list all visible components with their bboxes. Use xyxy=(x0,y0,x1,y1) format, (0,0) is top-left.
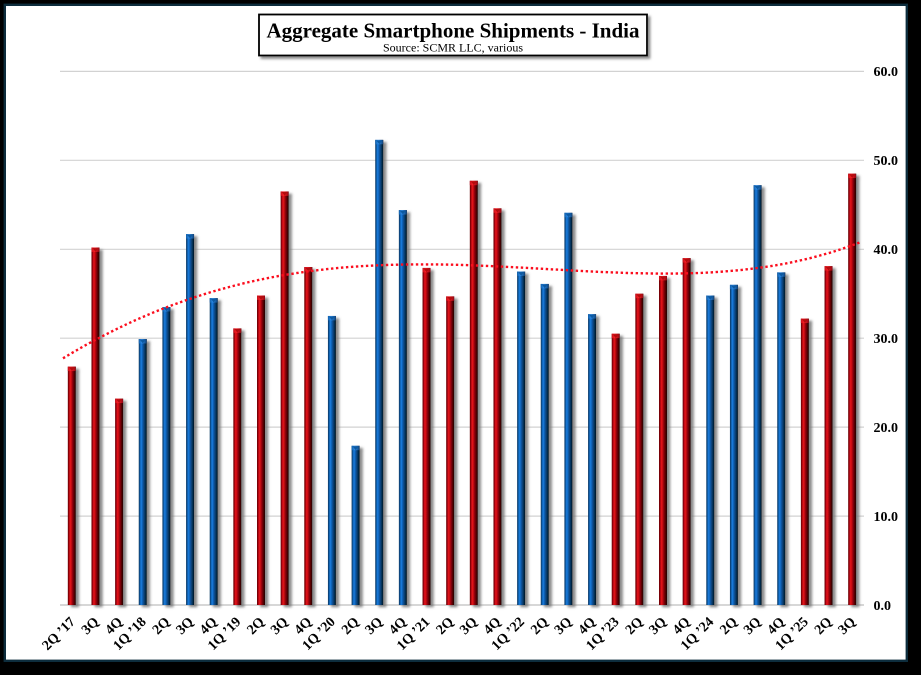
svg-text:20.0: 20.0 xyxy=(874,421,899,436)
svg-text:30.0: 30.0 xyxy=(874,332,899,347)
svg-text:Source: SCMR LLC, various: Source: SCMR LLC, various xyxy=(383,41,523,55)
svg-text:50.0: 50.0 xyxy=(874,154,899,169)
svg-text:60.0: 60.0 xyxy=(874,65,899,80)
svg-text:Aggregate Smartphone Shipments: Aggregate Smartphone Shipments - India xyxy=(267,19,640,43)
svg-text:40.0: 40.0 xyxy=(874,243,899,258)
svg-text:10.0: 10.0 xyxy=(874,510,899,525)
svg-text:0.0: 0.0 xyxy=(874,599,892,614)
